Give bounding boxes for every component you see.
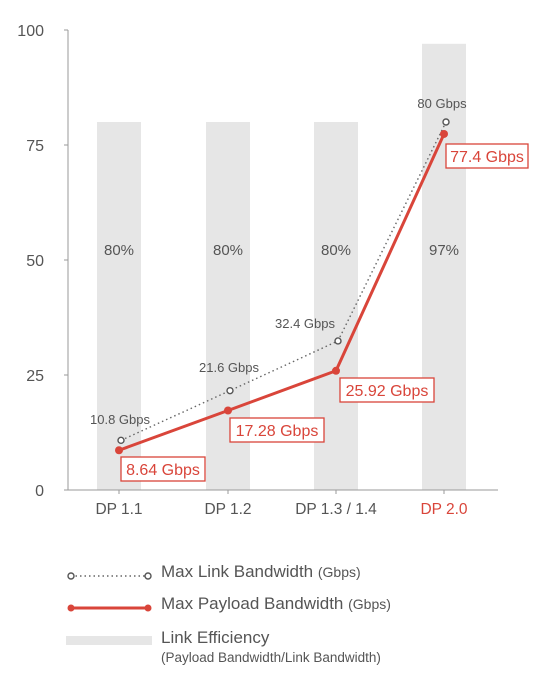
link-bandwidth-line [120, 121, 447, 441]
legend-unit: (Gbps) [348, 596, 391, 612]
link-bandwidth-label: 80 Gbps [417, 96, 467, 111]
link-bandwidth-label: 21.6 Gbps [199, 360, 259, 375]
efficiency-label: 97% [429, 242, 459, 259]
dotted-line-swatch-icon [67, 572, 152, 580]
legend-label: Max Link Bandwidth [161, 562, 314, 581]
payload-bandwidth-label-box [229, 417, 325, 443]
link-bandwidth-label: 32.4 Gbps [275, 316, 335, 331]
legend-label: Link Efficiency [161, 628, 270, 647]
link-bandwidth-label: 10.8 Gbps [90, 412, 150, 427]
payload-bandwidth-label: 25.92 Gbps [346, 383, 429, 400]
efficiency-label: 80% [104, 242, 134, 259]
link-bandwidth-point [442, 118, 450, 126]
payload-bandwidth-point [332, 366, 340, 375]
legend-sublabel: (Payload Bandwidth/Link Bandwidth) [161, 650, 381, 665]
payload-bandwidth-point [440, 129, 448, 138]
link-bandwidth-point [117, 436, 125, 445]
payload-bandwidth-point [224, 406, 232, 415]
chart: 80% 80% 80% 97% 0 25 50 75 100 DP 1.1 DP 1.2 DP 1.3… [17, 23, 529, 518]
legend-label: Max Payload Bandwidth [161, 594, 344, 613]
y-tick-label: 75 [26, 138, 44, 155]
payload-bandwidth-point [115, 446, 123, 455]
x-tick-label: DP 2.0 [420, 501, 467, 518]
x-tick-label: DP 1.2 [204, 501, 251, 518]
efficiency-label: 80% [321, 242, 351, 259]
bar-swatch-icon [66, 636, 152, 645]
link-bandwidth-point [334, 337, 342, 345]
y-tick-label: 50 [26, 253, 44, 270]
x-tick-label: DP 1.1 [95, 501, 142, 518]
link-bandwidth-point [226, 386, 234, 395]
efficiency-bar [422, 43, 466, 491]
payload-bandwidth-label: 8.64 Gbps [126, 462, 200, 479]
legend-unit: (Gbps) [317, 564, 361, 580]
efficiency-label: 80% [213, 242, 243, 259]
payload-bandwidth-label-box [445, 143, 529, 169]
payload-bandwidth-line [118, 133, 446, 452]
payload-bandwidth-label: 77.4 Gbps [450, 149, 524, 166]
payload-bandwidth-label-box [120, 456, 206, 482]
y-tick-label: 100 [17, 23, 44, 40]
payload-bandwidth-label-box [339, 377, 435, 403]
x-tick-label: DP 1.3 / 1.4 [295, 501, 377, 518]
legend: Max Link Bandwidth (Gbps) Max Payload Ba… [0, 548, 542, 684]
y-tick-label: 0 [35, 483, 44, 500]
payload-bandwidth-label: 17.28 Gbps [236, 423, 319, 440]
efficiency-bar [97, 122, 141, 490]
y-tick-label: 25 [26, 368, 44, 385]
solid-line-swatch-icon [67, 604, 152, 612]
